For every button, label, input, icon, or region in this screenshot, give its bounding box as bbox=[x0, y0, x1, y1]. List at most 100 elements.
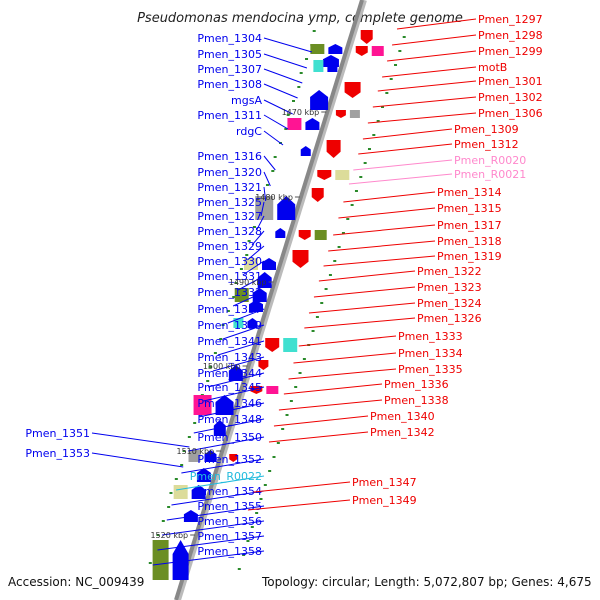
track-dash bbox=[259, 498, 263, 500]
right-gene-label: Pmen_1302 bbox=[478, 91, 543, 104]
track-dash bbox=[148, 562, 152, 564]
right-connector bbox=[367, 112, 477, 124]
right-connector bbox=[333, 224, 436, 236]
left-gene-label: Pmen_1337 bbox=[197, 303, 262, 316]
right-gene-label: Pmen_1336 bbox=[384, 378, 449, 391]
left-connector bbox=[91, 432, 190, 448]
right-connector bbox=[396, 18, 477, 30]
right-connector bbox=[304, 317, 416, 329]
genome-title: Pseudomonas mendocina ymp, complete geno… bbox=[137, 11, 463, 26]
left-gene-labels: Pmen_1304 Pmen_1305 Pmen_1307 Pmen_1308 mgsA… bbox=[25, 32, 313, 566]
right-gene-label: Pmen_1342 bbox=[370, 426, 435, 439]
track-dash bbox=[341, 232, 345, 234]
right-gene-label: Pmen_1306 bbox=[478, 107, 543, 120]
gene-box bbox=[371, 46, 384, 56]
right-connector bbox=[328, 240, 436, 252]
right-gene-labels: Pmen_1297 Pmen_1298 Pmen_1299 motBPmen_1301… bbox=[247, 13, 543, 511]
forward-gene-arrow bbox=[310, 90, 329, 110]
track-dash bbox=[161, 520, 165, 522]
forward-gene-arrow bbox=[327, 60, 338, 72]
left-connector bbox=[263, 155, 276, 171]
track-dash bbox=[167, 506, 171, 508]
right-gene-label: Pmen_1317 bbox=[437, 219, 502, 232]
track-dash bbox=[247, 240, 251, 242]
left-connector bbox=[157, 535, 265, 551]
left-gene-label: Pmen_1307 bbox=[197, 63, 262, 76]
right-connector bbox=[353, 159, 453, 171]
track-dash bbox=[246, 540, 250, 542]
right-gene-label: Pmen_1314 bbox=[437, 186, 502, 199]
right-gene-label: Pmen_1349 bbox=[352, 494, 417, 507]
track-dash bbox=[367, 148, 371, 150]
track-dash bbox=[174, 478, 178, 480]
left-gene-label: Pmen_1341 bbox=[197, 335, 262, 348]
track-dash bbox=[372, 134, 376, 136]
kbp-label: 1510 kbp bbox=[176, 447, 214, 456]
track-dash bbox=[294, 386, 298, 388]
right-gene-label: Pmen_1323 bbox=[417, 281, 482, 294]
gene-box bbox=[310, 44, 325, 54]
left-gene-label: Pmen_1343 bbox=[197, 351, 262, 364]
right-connector bbox=[387, 50, 477, 62]
forward-gene-arrow bbox=[257, 272, 272, 288]
forward-gene-arrow bbox=[300, 146, 311, 156]
right-connector bbox=[348, 173, 453, 185]
track-dash bbox=[328, 274, 332, 276]
reverse-gene-arrow bbox=[258, 360, 269, 370]
track-dash bbox=[268, 470, 272, 472]
topology-text: Topology: circular; Length: 5,072,807 bp… bbox=[261, 575, 592, 589]
right-gene-label: Pmen_1299 bbox=[478, 45, 543, 58]
forward-gene-arrow bbox=[249, 300, 263, 312]
left-connector bbox=[237, 275, 265, 291]
right-connector bbox=[288, 368, 397, 380]
track-dash bbox=[208, 366, 212, 368]
left-connector bbox=[251, 230, 265, 246]
track-dash bbox=[286, 114, 290, 116]
forward-gene-arrow bbox=[305, 118, 320, 130]
forward-gene-arrow bbox=[328, 44, 343, 54]
track-dash bbox=[273, 156, 277, 158]
track-dash bbox=[232, 296, 236, 298]
left-connector bbox=[263, 53, 308, 69]
track-dash bbox=[285, 414, 289, 416]
right-gene-label: Pmen_1315 bbox=[437, 202, 502, 215]
left-connector bbox=[181, 458, 265, 474]
left-gene-label: Pmen_1351 bbox=[25, 427, 90, 440]
left-gene-label: Pmen_1352 bbox=[197, 453, 262, 466]
left-connector bbox=[212, 356, 265, 372]
right-gene-label: motB bbox=[478, 61, 507, 74]
gene-features bbox=[148, 30, 406, 580]
forward-gene-arrow bbox=[277, 196, 296, 220]
track-dash bbox=[255, 512, 259, 514]
left-gene-label: Pmen_1339 bbox=[197, 319, 262, 332]
left-connector bbox=[260, 201, 265, 217]
track-dash bbox=[337, 246, 341, 248]
left-connector bbox=[227, 308, 265, 324]
gene-box bbox=[314, 230, 327, 240]
track-dash bbox=[359, 176, 363, 178]
track-dash bbox=[187, 436, 191, 438]
right-gene-label: Pmen_1333 bbox=[398, 330, 463, 343]
left-gene-label: Pmen_1356 bbox=[197, 515, 262, 528]
left-gene-label: Pmen_1331 bbox=[197, 270, 262, 283]
right-connector bbox=[253, 481, 351, 493]
right-connector bbox=[278, 399, 383, 411]
track-dash bbox=[346, 218, 350, 220]
right-connector bbox=[273, 415, 369, 427]
track-dash bbox=[245, 254, 249, 256]
gene-box bbox=[152, 540, 169, 580]
right-connector bbox=[293, 352, 397, 364]
left-gene-label: Pmen_1358 bbox=[197, 545, 262, 558]
track-dash bbox=[234, 282, 238, 284]
right-gene-label: Pmen_1335 bbox=[398, 363, 463, 376]
left-connector bbox=[247, 245, 265, 261]
left-connector bbox=[263, 99, 293, 115]
kbp-label: 1470 kbp bbox=[282, 108, 320, 117]
reverse-gene-arrow bbox=[344, 82, 361, 98]
left-connector bbox=[263, 171, 271, 187]
left-connector bbox=[171, 490, 265, 506]
track-dash bbox=[320, 302, 324, 304]
right-connector bbox=[377, 80, 477, 92]
track-dash bbox=[350, 204, 354, 206]
gene-box bbox=[266, 386, 279, 394]
